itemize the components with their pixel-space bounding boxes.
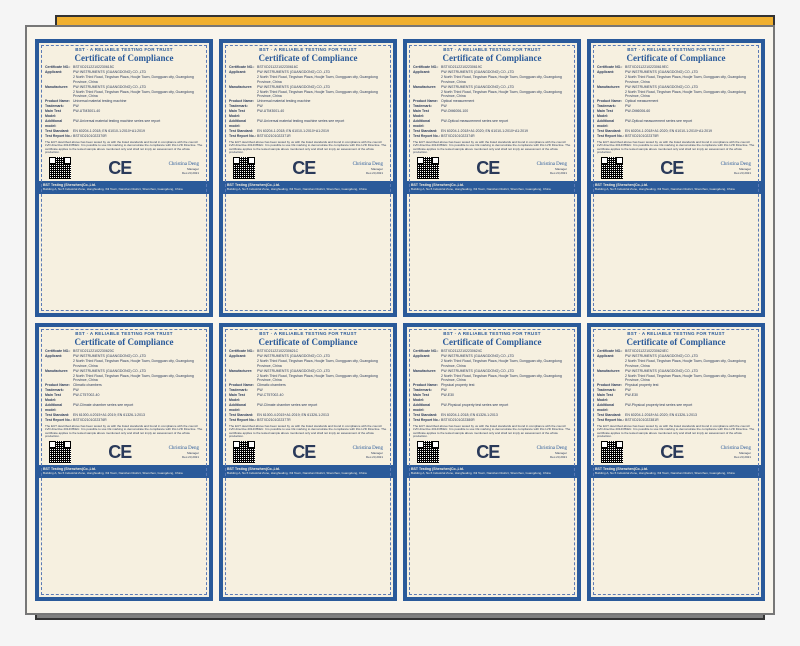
- qr-code-icon: [417, 441, 439, 463]
- certificate-card: BST · A RELIABLE TESTING FOR TRUST Certi…: [587, 323, 765, 601]
- qr-code-icon: [49, 441, 71, 463]
- cert-header: BST · A RELIABLE TESTING FOR TRUST: [45, 331, 203, 336]
- cert-footer: BST Testing (Shenzhen)Co.,Ltd. Building …: [39, 465, 209, 477]
- cert-title: Certificate of Compliance: [45, 337, 203, 347]
- certificate-card: BST · A RELIABLE TESTING FOR TRUST Certi…: [35, 39, 213, 317]
- signature-block: Christina Deng Manager Dec.23,2021: [353, 162, 383, 175]
- signature-block: Christina Deng Manager Dec.23,2021: [169, 446, 199, 459]
- cert-footer: BST Testing (Shenzhen)Co.,Ltd. Building …: [591, 465, 761, 477]
- cert-fields: Certificate NO.:BSTXD21122102230615C App…: [45, 65, 203, 139]
- ce-mark: CE: [660, 158, 683, 179]
- qr-code-icon: [233, 441, 255, 463]
- cert-body-text: The EUT described above has been tested …: [597, 141, 755, 155]
- cert-bottom-row: CE Christina Deng Manager Dec.23,2021: [45, 157, 203, 179]
- qr-code-icon: [417, 157, 439, 179]
- cert-fields: Certificate NO.:BSTXD21122102230624EC Ap…: [597, 349, 755, 423]
- cert-bottom-row: CE Christina Deng Manager Dec.23,2021: [597, 157, 755, 179]
- certificate-board: BST · A RELIABLE TESTING FOR TRUST Certi…: [25, 25, 775, 615]
- cert-body-text: The EUT described above has been tested …: [413, 141, 571, 155]
- cert-title: Certificate of Compliance: [229, 53, 387, 63]
- signature-block: Christina Deng Manager Dec.23,2021: [169, 162, 199, 175]
- certificate-card: BST · A RELIABLE TESTING FOR TRUST Certi…: [403, 39, 581, 317]
- cert-footer: BST Testing (Shenzhen)Co.,Ltd. Building …: [223, 181, 393, 193]
- cert-body-text: The EUT described above has been tested …: [45, 425, 203, 439]
- ce-mark: CE: [292, 158, 315, 179]
- ce-mark: CE: [660, 442, 683, 463]
- ce-mark: CE: [476, 442, 499, 463]
- cert-header: BST · A RELIABLE TESTING FOR TRUST: [413, 331, 571, 336]
- ce-mark: CE: [108, 158, 131, 179]
- ce-mark: CE: [292, 442, 315, 463]
- cert-header: BST · A RELIABLE TESTING FOR TRUST: [597, 47, 755, 52]
- signature-block: Christina Deng Manager Dec.23,2021: [721, 446, 751, 459]
- cert-body-text: The EUT described above has been tested …: [229, 141, 387, 155]
- cert-header: BST · A RELIABLE TESTING FOR TRUST: [229, 47, 387, 52]
- cert-fields: Certificate NO.:BSTXD21122102230621C App…: [229, 349, 387, 423]
- cert-body-text: The EUT described above has been tested …: [229, 425, 387, 439]
- signature-block: Christina Deng Manager Dec.23,2021: [537, 162, 567, 175]
- cert-title: Certificate of Compliance: [597, 337, 755, 347]
- cert-header: BST · A RELIABLE TESTING FOR TRUST: [229, 331, 387, 336]
- cert-body-text: The EUT described above has been tested …: [45, 141, 203, 155]
- cert-footer: BST Testing (Shenzhen)Co.,Ltd. Building …: [407, 465, 577, 477]
- cert-body-text: The EUT described above has been tested …: [413, 425, 571, 439]
- cert-footer: BST Testing (Shenzhen)Co.,Ltd. Building …: [223, 465, 393, 477]
- cert-title: Certificate of Compliance: [597, 53, 755, 63]
- cert-fields: Certificate NO.:BSTXD21122102230619EC Ap…: [597, 65, 755, 139]
- certificate-card: BST · A RELIABLE TESTING FOR TRUST Certi…: [35, 323, 213, 601]
- cert-header: BST · A RELIABLE TESTING FOR TRUST: [45, 47, 203, 52]
- cert-fields: Certificate NO.:BSTXD21122102230624C App…: [413, 349, 571, 423]
- cert-fields: Certificate NO.:BSTXD21122102230616C App…: [229, 65, 387, 139]
- ce-mark: CE: [108, 442, 131, 463]
- qr-code-icon: [601, 441, 623, 463]
- signature-block: Christina Deng Manager Dec.23,2021: [537, 446, 567, 459]
- cert-bottom-row: CE Christina Deng Manager Dec.23,2021: [597, 441, 755, 463]
- certificate-card: BST · A RELIABLE TESTING FOR TRUST Certi…: [219, 323, 397, 601]
- certificate-card: BST · A RELIABLE TESTING FOR TRUST Certi…: [587, 39, 765, 317]
- signature-block: Christina Deng Manager Dec.23,2021: [721, 162, 751, 175]
- cert-title: Certificate of Compliance: [229, 337, 387, 347]
- cert-fields: Certificate NO.:BSTXD21122102230620C App…: [45, 349, 203, 423]
- cert-bottom-row: CE Christina Deng Manager Dec.23,2021: [45, 441, 203, 463]
- cert-bottom-row: CE Christina Deng Manager Dec.23,2021: [413, 157, 571, 179]
- cert-bottom-row: CE Christina Deng Manager Dec.23,2021: [229, 441, 387, 463]
- certificate-card: BST · A RELIABLE TESTING FOR TRUST Certi…: [403, 323, 581, 601]
- cert-title: Certificate of Compliance: [413, 337, 571, 347]
- cert-footer: BST Testing (Shenzhen)Co.,Ltd. Building …: [591, 181, 761, 193]
- cert-bottom-row: CE Christina Deng Manager Dec.23,2021: [229, 157, 387, 179]
- certificate-card: BST · A RELIABLE TESTING FOR TRUST Certi…: [219, 39, 397, 317]
- cert-title: Certificate of Compliance: [413, 53, 571, 63]
- ce-mark: CE: [476, 158, 499, 179]
- cert-bottom-row: CE Christina Deng Manager Dec.23,2021: [413, 441, 571, 463]
- cert-title: Certificate of Compliance: [45, 53, 203, 63]
- signature-block: Christina Deng Manager Dec.23,2021: [353, 446, 383, 459]
- cert-fields: Certificate NO.:BSTXD21122102230619C App…: [413, 65, 571, 139]
- qr-code-icon: [49, 157, 71, 179]
- cert-header: BST · A RELIABLE TESTING FOR TRUST: [597, 331, 755, 336]
- cert-body-text: The EUT described above has been tested …: [597, 425, 755, 439]
- qr-code-icon: [601, 157, 623, 179]
- cert-footer: BST Testing (Shenzhen)Co.,Ltd. Building …: [407, 181, 577, 193]
- cert-footer: BST Testing (Shenzhen)Co.,Ltd. Building …: [39, 181, 209, 193]
- qr-code-icon: [233, 157, 255, 179]
- cert-header: BST · A RELIABLE TESTING FOR TRUST: [413, 47, 571, 52]
